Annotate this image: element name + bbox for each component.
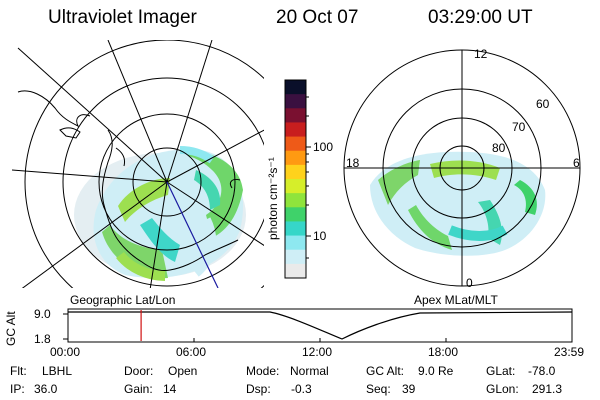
colorbar-ticks — [306, 96, 311, 259]
lat-label-70: 70 — [512, 120, 526, 134]
altitude-curve — [68, 311, 573, 340]
colorbar-band — [285, 193, 306, 208]
coastline — [17, 90, 241, 271]
app-title: Ultraviolet Imager — [48, 7, 197, 28]
longitude-grid — [12, 40, 264, 288]
flt-value: LBHL — [42, 364, 73, 378]
colorbar-band — [285, 235, 306, 251]
glat-label: GLat: — [486, 364, 516, 378]
right-aurora-image — [370, 151, 546, 256]
gain-value: 14 — [163, 382, 177, 396]
glon-value: 291.3 — [532, 382, 563, 396]
timeline-xtick-0: 00:00 — [50, 345, 81, 359]
mlt-label-0: 0 — [466, 276, 473, 290]
timeline-xtick-3: 18:00 — [428, 345, 459, 359]
colorbar-band — [285, 122, 306, 138]
mlt-label-12: 12 — [474, 47, 488, 61]
seq-value: 39 — [402, 382, 416, 396]
left-aurora-image — [74, 146, 246, 281]
glon-label: GLon: — [486, 382, 519, 396]
mlt-label-6: 6 — [573, 156, 580, 170]
timeline-xtick-2: 12:00 — [302, 345, 333, 359]
timeline-ylabel: GC Alt — [4, 311, 18, 346]
right-map-caption: Apex MLat/MLT — [414, 293, 498, 307]
ip-label: IP: — [10, 382, 25, 396]
colorbar-band — [285, 80, 306, 95]
colorbar-band — [285, 94, 306, 109]
timeline-ytick-low: 1.8 — [34, 332, 51, 346]
polar-grid — [343, 49, 581, 287]
colorbar-tick-100: 100 — [313, 140, 334, 154]
colorbar-band — [285, 108, 306, 123]
timeline-frame — [67, 308, 573, 343]
door-label: Door: — [124, 364, 154, 378]
mode-label: Mode: — [246, 364, 280, 378]
timeline-xtick-4: 23:59 — [554, 345, 585, 359]
colorbar-band — [285, 207, 306, 222]
gcalt-label: GC Alt: — [366, 364, 405, 378]
colorbar-band — [285, 221, 306, 237]
colorbar-band — [285, 249, 306, 265]
colorbar-band — [285, 150, 306, 166]
gain-label: Gain: — [124, 382, 153, 396]
dsp-label: Dsp: — [246, 382, 271, 396]
door-value: Open — [168, 364, 198, 378]
time-label: 03:29:00 UT — [428, 7, 533, 28]
colorbar-band — [285, 164, 306, 180]
ip-value: 36.0 — [34, 382, 58, 396]
timeline-xtick-1: 06:00 — [176, 345, 207, 359]
colorbar-band — [285, 263, 306, 279]
date-label: 20 Oct 07 — [276, 7, 359, 28]
seq-label: Seq: — [366, 382, 391, 396]
colorbar-band — [285, 179, 306, 194]
latitude-grid — [24, 40, 264, 288]
colorbar-tick-10: 10 — [313, 229, 327, 243]
timeline-ticks — [63, 313, 447, 342]
lat-label-80: 80 — [492, 141, 506, 155]
mode-value: Normal — [290, 364, 329, 378]
lat-label-60: 60 — [536, 97, 550, 111]
left-map-caption: Geographic Lat/Lon — [70, 293, 176, 307]
colorbar-band — [285, 136, 306, 152]
timeline-ytick-high: 9.0 — [34, 307, 51, 321]
dsp-value: -0.3 — [291, 382, 312, 396]
magnetic-meridian — [166, 181, 219, 288]
flt-label: Flt: — [10, 364, 27, 378]
colorbar-frame — [284, 79, 307, 279]
colorbar-unit-label: photon cm⁻²s⁻¹ — [266, 157, 280, 240]
colorbar — [285, 80, 306, 279]
glat-value: -78.0 — [528, 364, 556, 378]
gcalt-value: 9.0 Re — [418, 364, 454, 378]
mlt-label-18: 18 — [346, 156, 360, 170]
